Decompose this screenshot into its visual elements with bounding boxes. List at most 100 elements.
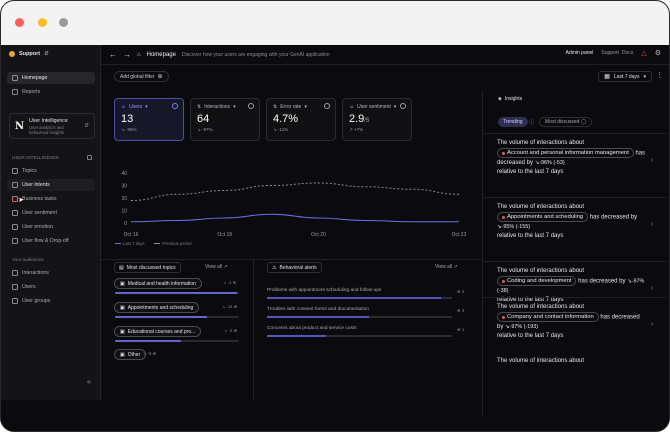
topics-view-all-link[interactable]: View all ↗: [205, 264, 228, 270]
support-link[interactable]: Support: [601, 50, 619, 56]
more-options-icon[interactable]: ⋮: [656, 72, 663, 79]
tab-most-discussed[interactable]: Most discussed ◯: [539, 117, 593, 127]
series-line-current: [130, 213, 459, 223]
alert-volume-fill: [267, 297, 441, 299]
forward-arrow-icon[interactable]: →: [123, 50, 131, 59]
sidebar-item-label: Homepage: [22, 75, 48, 81]
insight-topic-chip[interactable]: Appointments and scheduling: [497, 212, 589, 222]
metric-delta: ↘ -85%: [121, 127, 137, 132]
insight-separator: [482, 197, 667, 198]
minimize-window-button[interactable]: [38, 18, 47, 27]
breadcrumb[interactable]: Homepage: [146, 51, 176, 58]
intent-icon: [12, 182, 18, 188]
sidebar-item-user-flow[interactable]: User flow & Drop-off: [7, 235, 95, 247]
insight-tail: relative to the last 7 days: [497, 332, 564, 339]
insights-title: ◈ Insights: [498, 96, 522, 102]
insight-delta: ↘-97% (-38): [497, 278, 645, 294]
alert-item[interactable]: Concerns about product and service costs: [267, 326, 357, 331]
topic-label: Appointments and scheduling: [127, 304, 194, 311]
insight-mid: has decreased by: [589, 214, 638, 221]
metric-select-radio[interactable]: [172, 103, 178, 109]
insight-item[interactable]: The volume of interactions about Coding …: [497, 267, 647, 305]
sidebar-item-user-emotion[interactable]: User emotion: [7, 221, 95, 233]
sidebar-item-user-sentiment[interactable]: User sentiment: [7, 207, 95, 219]
metric-select-radio[interactable]: [324, 103, 330, 109]
project-switcher[interactable]: N User Intelligence User analytics and b…: [9, 113, 95, 139]
sidebar-item-label: Users: [22, 284, 36, 290]
metric-label: User sentiment: [357, 104, 391, 110]
topic-volume-fill: [115, 340, 181, 342]
insight-item[interactable]: The volume of interactions about: [497, 357, 647, 366]
insight-topic-chip[interactable]: Account and personal information managem…: [497, 148, 634, 158]
metric-card-error-rate[interactable]: ⇅ Error rate ▾ 4.7% ↘ -11%: [266, 98, 336, 141]
sidebar-item-business-tasks[interactable]: Business tasks ➤: [7, 193, 95, 205]
insight-separator: [482, 133, 667, 134]
metric-select-radio[interactable]: [400, 103, 406, 109]
insight-mid: has decreased by: [578, 278, 626, 285]
back-arrow-icon[interactable]: ←: [109, 50, 117, 59]
warning-icon[interactable]: △: [641, 50, 647, 57]
sidebar-item-label: User intents: [22, 182, 50, 188]
insight-topic-chip[interactable]: Coding and development: [497, 276, 577, 286]
panel-icon[interactable]: [87, 155, 92, 160]
insight-delta: ↘-97% (-193): [505, 323, 539, 330]
metric-label-row: ⇅ Interactions ▾: [197, 104, 253, 110]
topic-volume-bar: [115, 292, 239, 294]
info-icon[interactable]: ⓘ: [529, 120, 535, 126]
topic-label: Medical and health information: [127, 280, 196, 287]
metric-card-user-sentiment[interactable]: ☺ User sentiment ▾ 2.9/5 ↗ +7%: [342, 98, 412, 141]
topic-chip[interactable]: ▣ Educational courses and pro...: [114, 326, 202, 337]
topic-chip[interactable]: ▣ Appointments and scheduling: [114, 302, 200, 313]
chevron-right-icon[interactable]: ›: [651, 221, 654, 228]
sidebar-item-users[interactable]: Users: [7, 281, 95, 293]
chevron-right-icon[interactable]: ›: [651, 321, 654, 328]
date-range-select[interactable]: ▦ Last 7 days ▾: [598, 71, 652, 82]
report-icon: [12, 89, 18, 95]
alert-item[interactable]: Troubles with consent forms and document…: [267, 307, 369, 312]
sidebar-item-user-groups[interactable]: User groups: [7, 295, 95, 307]
y-tick-label: 0: [124, 221, 127, 227]
insight-item[interactable]: The volume of interactions about Account…: [497, 139, 647, 177]
tab-trending[interactable]: Trending: [498, 117, 528, 127]
date-range-label: Last 7 days: [613, 73, 640, 80]
chevron-right-icon[interactable]: ›: [651, 157, 654, 164]
insight-item[interactable]: The volume of interactions about Company…: [497, 303, 647, 341]
chevron-updown-icon: ⇵: [44, 51, 49, 57]
metric-label: Users: [129, 104, 143, 110]
sidebar-item-interactions[interactable]: Interactions: [7, 267, 95, 279]
metric-card-interactions[interactable]: ⇅ Interactions ▾ 64 ↘ -97%: [190, 98, 260, 141]
sidebar-item-label: User groups: [22, 298, 51, 304]
insight-delta: ↘-95% (-155): [497, 223, 531, 230]
sidebar-item-user-intents[interactable]: User intents: [7, 179, 95, 191]
sidebar-item-homepage[interactable]: Homepage: [7, 72, 95, 84]
add-global-filter-button[interactable]: Add global filter ⊕: [114, 71, 169, 82]
org-switcher[interactable]: Support ⇵: [9, 51, 49, 57]
task-icon: [12, 196, 18, 202]
gear-icon[interactable]: ⚙: [654, 50, 661, 57]
topic-chip[interactable]: ▣ Other: [114, 349, 147, 360]
folder-icon: ▣: [120, 328, 125, 335]
metric-select-radio[interactable]: [248, 103, 254, 109]
docs-link[interactable]: Docs: [621, 50, 634, 56]
insight-lead: The volume of interactions about: [497, 204, 585, 210]
sentiment-icon: [12, 210, 18, 216]
insight-item[interactable]: The volume of interactions about Appoint…: [497, 203, 647, 241]
metric-card-users[interactable]: ☺ Users ▾ 13 ↘ -85%: [114, 98, 184, 141]
close-window-button[interactable]: [15, 18, 24, 27]
project-logo: N: [15, 120, 25, 132]
insight-tail: relative to the last 7 days: [497, 232, 564, 239]
insight-topic-chip[interactable]: Company and contact information: [497, 312, 599, 322]
maximize-window-button[interactable]: [59, 18, 68, 27]
collapse-sidebar-icon[interactable]: «: [87, 379, 91, 386]
admin-panel-button[interactable]: Admin panel: [565, 50, 594, 56]
mouse-cursor-icon: ➤: [18, 197, 24, 204]
alert-item[interactable]: Problems with appointment scheduling and…: [267, 288, 382, 293]
folder-icon: ▣: [120, 304, 125, 311]
topic-chip[interactable]: ▣ Medical and health information: [114, 278, 202, 289]
topic-label: Other: [127, 351, 141, 358]
chevron-right-icon[interactable]: ›: [651, 285, 654, 292]
alerts-view-all-link[interactable]: View all ↗: [435, 264, 458, 270]
sidebar-item-topics[interactable]: Topics: [7, 165, 95, 177]
sidebar-item-reports[interactable]: Reports: [7, 86, 95, 98]
